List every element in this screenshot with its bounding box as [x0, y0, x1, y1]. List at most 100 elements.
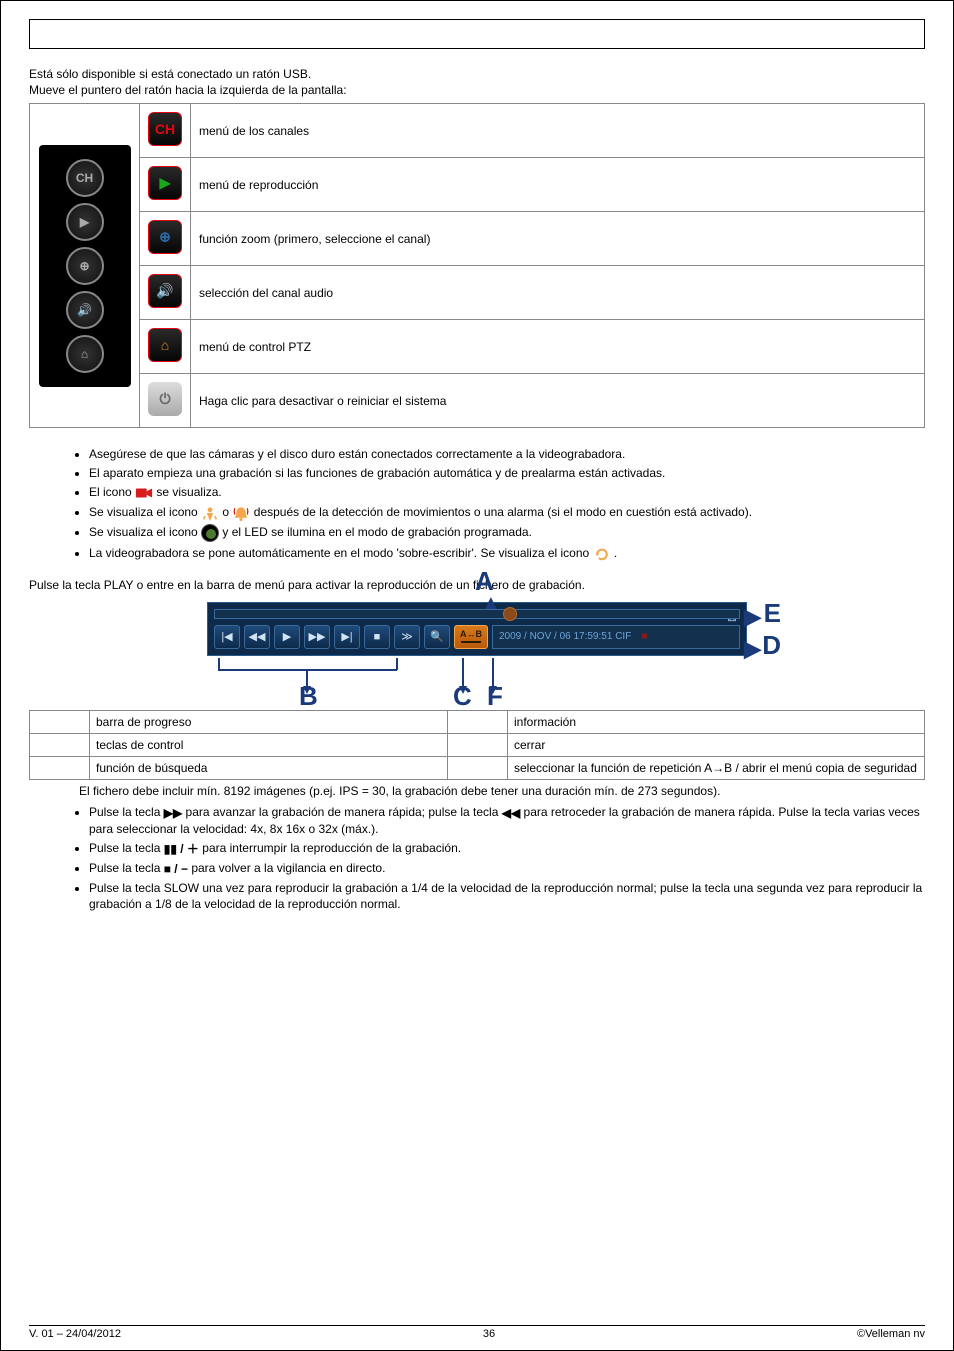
- list-item: El aparato empieza una grabación si las …: [89, 465, 925, 481]
- label-E: E: [764, 598, 781, 629]
- ff-glyph-icon: ▶▶: [164, 805, 182, 821]
- list-item: Pulse la tecla ■ / − para volver a la vi…: [89, 860, 925, 877]
- legend-key: [30, 710, 90, 733]
- row-text: función zoom (primero, seleccione el can…: [191, 212, 925, 266]
- list-item: Se visualiza el icono o después de la de…: [89, 504, 925, 521]
- list-item: Se visualiza el icono y el LED se ilumin…: [89, 524, 925, 542]
- list-item: Pulse la tecla ▶▶ para avanzar la grabac…: [89, 804, 925, 837]
- arrow-e-icon: ▶: [744, 604, 761, 630]
- playback-controls: |◀ ◀◀ ▶ ▶▶ ▶| ■ ≫ 🔍 A↔B 2009 / NOV / 06 …: [214, 625, 740, 649]
- overwrite-icon: [593, 546, 611, 562]
- row-text: selección del canal audio: [191, 266, 925, 320]
- progress-knob-icon[interactable]: [503, 607, 517, 621]
- play-button[interactable]: ▶: [274, 625, 300, 649]
- skip-end-button[interactable]: ▶|: [334, 625, 360, 649]
- text: Se visualiza el icono: [89, 525, 201, 539]
- figure-brackets: [207, 656, 747, 704]
- label-D: D: [762, 630, 781, 661]
- playback-info: 2009 / NOV / 06 17:59:51 CIF ■: [492, 625, 740, 649]
- clock-icon: [201, 524, 219, 542]
- label-C: C: [453, 681, 472, 712]
- row-icon-cell: ▶: [140, 158, 191, 212]
- playback-bar: ⊠ |◀ ◀◀ ▶ ▶▶ ▶| ■ ≫ 🔍 A↔B: [207, 602, 747, 656]
- legend-text: teclas de control: [90, 733, 448, 756]
- row-text: menú de reproducción: [191, 158, 925, 212]
- skip-start-button[interactable]: |◀: [214, 625, 240, 649]
- legend-text: información: [508, 710, 925, 733]
- bullet-list-2: Pulse la tecla ▶▶ para avanzar la grabac…: [29, 804, 925, 912]
- ch-icon: CH: [148, 112, 182, 146]
- icon-table: CH ▶ ⊕ 🔊 ⌂ CH menú de los canales ▶ menú…: [29, 103, 925, 428]
- playback-info-text: 2009 / NOV / 06 17:59:51 CIF: [499, 631, 631, 642]
- footer-right: ©Velleman nv: [857, 1328, 925, 1340]
- arrow-d-icon: ▶: [744, 636, 761, 662]
- sidebar-zoom-icon: ⊕: [66, 247, 104, 285]
- text: La videograbadora se pone automáticament…: [89, 546, 593, 560]
- legend-key: [448, 756, 508, 779]
- header-box: [29, 19, 925, 49]
- sidebar-ch-icon: CH: [66, 159, 104, 197]
- pause-plus-glyph-icon: ▮▮ / ＋: [164, 841, 199, 857]
- list-item: El icono se visualiza.: [89, 484, 925, 501]
- sidebar-ptz-icon: ⌂: [66, 335, 104, 373]
- list-item: Pulse la tecla ▮▮ / ＋ para interrumpir l…: [89, 840, 925, 857]
- rw-glyph-icon: ◀◀: [502, 805, 520, 821]
- next-button[interactable]: ≫: [394, 625, 420, 649]
- text: para interrumpir la reproducción de la g…: [202, 841, 461, 855]
- sidebar-strip-cell: CH ▶ ⊕ 🔊 ⌂: [30, 104, 140, 428]
- stop-minus-glyph-icon: ■ / −: [164, 861, 188, 877]
- legend-text: seleccionar la función de repetición A→B…: [508, 756, 925, 779]
- text: Se visualiza el icono: [89, 505, 201, 519]
- text: Pulse la tecla: [89, 841, 164, 855]
- text: para volver a la vigilancia en directo.: [191, 861, 385, 875]
- progress-bar[interactable]: [214, 609, 740, 619]
- list-item: Pulse la tecla SLOW una vez para reprodu…: [89, 880, 925, 912]
- text: Pulse la tecla: [89, 861, 164, 875]
- legend-key: [30, 733, 90, 756]
- playback-wrap: A ▲ E ▶ D ▶ ⊠ |◀ ◀◀ ▶ ▶▶ ▶| ■ ≫ 🔍: [207, 602, 747, 704]
- row-icon-cell: ⊕: [140, 212, 191, 266]
- intro-line-1: Está sólo disponible si está conectado u…: [29, 67, 925, 81]
- legend-text: cerrar: [508, 733, 925, 756]
- legend-key: [448, 733, 508, 756]
- stop-button[interactable]: ■: [364, 625, 390, 649]
- search-button[interactable]: 🔍: [424, 625, 450, 649]
- legend-text: función de búsqueda: [90, 756, 448, 779]
- page-footer: V. 01 – 24/04/2012 36 ©Velleman nv: [29, 1325, 925, 1340]
- legend-text: barra de progreso: [90, 710, 448, 733]
- text: El icono: [89, 485, 135, 499]
- text: .: [614, 546, 617, 560]
- motion-icon: [201, 505, 219, 521]
- rewind-button[interactable]: ◀◀: [244, 625, 270, 649]
- ptz-icon: ⌂: [148, 328, 182, 362]
- legend-key: [448, 710, 508, 733]
- footer-left: V. 01 – 24/04/2012: [29, 1328, 121, 1340]
- text: Pulse la tecla: [89, 805, 164, 819]
- row-text: menú de control PTZ: [191, 320, 925, 374]
- text: para avanzar la grabación de manera rápi…: [186, 805, 502, 819]
- legend-key: [30, 756, 90, 779]
- text: o: [222, 505, 232, 519]
- note-para: El fichero debe incluir mín. 8192 imágen…: [79, 784, 925, 798]
- row-text: menú de los canales: [191, 104, 925, 158]
- play-icon: ▶: [148, 166, 182, 200]
- list-item: Asegúrese de que las cámaras y el disco …: [89, 446, 925, 462]
- text: se visualiza.: [156, 485, 221, 499]
- sidebar-audio-icon: 🔊: [66, 291, 104, 329]
- row-text: Haga clic para desactivar o reiniciar el…: [191, 374, 925, 428]
- playback-figure: A ▲ E ▶ D ▶ ⊠ |◀ ◀◀ ▶ ▶▶ ▶| ■ ≫ 🔍: [29, 602, 925, 704]
- ab-repeat-button[interactable]: A↔B: [454, 625, 488, 649]
- text: después de la detección de movimientos o…: [254, 505, 752, 519]
- bullet-list-1: Asegúrese de que las cámaras y el disco …: [29, 446, 925, 562]
- row-icon-cell: 🔊: [140, 266, 191, 320]
- label-B: B: [299, 681, 318, 712]
- audio-icon: 🔊: [148, 274, 182, 308]
- row-icon-cell: CH: [140, 104, 191, 158]
- ab-underline-icon: [459, 639, 483, 645]
- record-camera-icon: [135, 485, 153, 501]
- list-item: La videograbadora se pone automáticament…: [89, 545, 925, 562]
- fastforward-button[interactable]: ▶▶: [304, 625, 330, 649]
- text: y el LED se ilumina en el modo de grabac…: [222, 525, 532, 539]
- zoom-icon: ⊕: [148, 220, 182, 254]
- intro-line-2: Mueve el puntero del ratón hacia la izqu…: [29, 83, 925, 97]
